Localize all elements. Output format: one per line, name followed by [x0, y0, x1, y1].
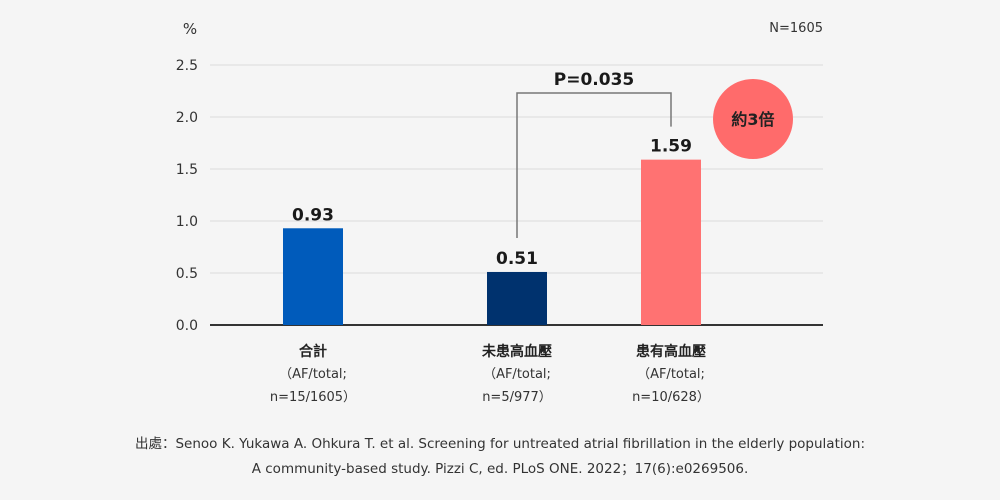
sample-size-label: N=1605 [769, 21, 823, 36]
category-count-label: n=15/1605） [270, 390, 356, 405]
category-sublabel: （AF/total; [637, 367, 705, 382]
category-sublabel: （AF/total; [483, 367, 551, 382]
value-label: 1.59 [650, 137, 692, 157]
y-tick-label: 1.0 [176, 214, 198, 230]
bar [283, 228, 343, 325]
bars [283, 159, 701, 325]
bracket-line [516, 92, 672, 238]
y-tick-label: 2.5 [176, 58, 198, 74]
bar [487, 271, 547, 325]
comparison-bracket: P=0.035 [516, 70, 672, 238]
citation-line-2: A community-based study. Pizzi C, ed. PL… [251, 461, 749, 477]
category-count-label: n=5/977） [482, 390, 552, 405]
category-label: 未患高血壓 [482, 343, 552, 360]
y-tick-label: 0.5 [176, 266, 198, 282]
badge-label: 約3倍 [731, 110, 774, 129]
y-axis-unit: % [183, 20, 197, 38]
bar [641, 159, 701, 325]
value-labels: 0.93 0.51 1.59 [292, 137, 692, 269]
citation-line-1: 出處：Senoo K. Yukawa A. Ohkura T. et al. S… [134, 436, 865, 452]
y-tick-label: 2.0 [176, 110, 198, 126]
ratio-badge: 約3倍 [713, 79, 793, 159]
category-labels: 合計 （AF/total; n=15/1605） 未患高血壓 （AF/total; n=5… [270, 343, 710, 405]
category-count-label: n=10/628） [632, 390, 710, 405]
y-tick-label: 1.5 [176, 162, 198, 178]
category-sublabel: （AF/total; [279, 367, 347, 382]
p-value-label: P=0.035 [554, 70, 634, 90]
badge-circle [713, 79, 793, 159]
category-label: 患有高血壓 [636, 343, 706, 360]
citation: 出處：Senoo K. Yukawa A. Ohkura T. et al. S… [0, 432, 1000, 482]
y-axis-ticks: 0.0 0.5 1.0 1.5 2.0 2.5 [176, 58, 198, 334]
value-label: 0.93 [292, 205, 334, 225]
y-tick-label: 0.0 [176, 318, 198, 334]
category-label: 合計 [299, 343, 327, 360]
value-label: 0.51 [496, 249, 538, 269]
